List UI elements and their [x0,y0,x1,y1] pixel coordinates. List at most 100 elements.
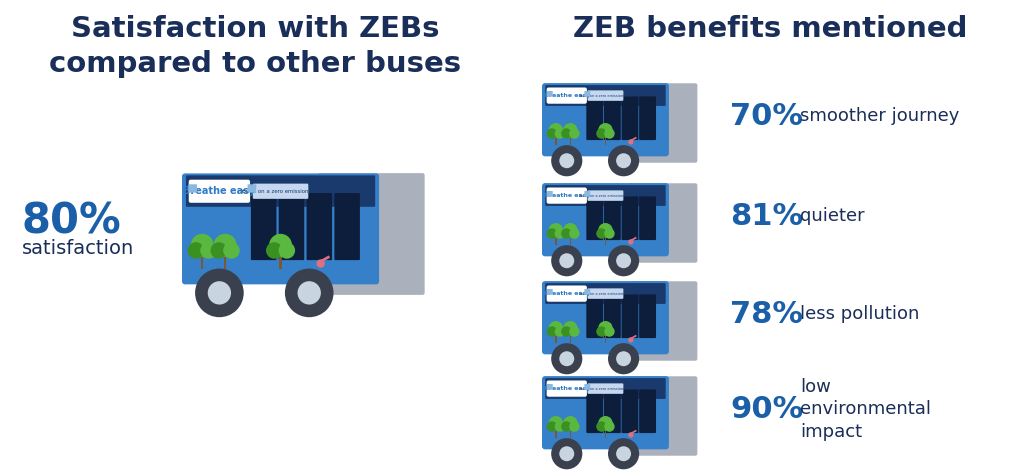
Circle shape [604,326,614,337]
Bar [201,250,204,269]
Circle shape [604,228,614,239]
FancyBboxPatch shape [542,183,669,256]
FancyBboxPatch shape [585,191,590,197]
Circle shape [628,432,634,438]
Circle shape [555,326,565,337]
Circle shape [563,223,578,237]
Circle shape [628,139,634,145]
FancyBboxPatch shape [629,376,697,456]
Bar [569,426,571,439]
Text: Breathe easy: Breathe easy [544,93,590,98]
Text: You're on a zero emissions b...: You're on a zero emissions b... [579,292,633,296]
FancyBboxPatch shape [604,390,621,433]
Text: satisfaction: satisfaction [22,238,134,258]
Circle shape [616,253,631,268]
Bar [224,250,226,269]
FancyBboxPatch shape [622,294,638,338]
Circle shape [596,128,606,139]
Text: quieter: quieter [800,207,864,226]
Circle shape [555,421,565,432]
Circle shape [596,421,606,432]
FancyBboxPatch shape [588,90,624,101]
Circle shape [298,281,321,305]
Circle shape [559,351,574,366]
Circle shape [563,123,578,138]
Circle shape [569,326,580,337]
Bar [555,133,557,145]
FancyBboxPatch shape [545,378,666,399]
FancyBboxPatch shape [253,184,308,199]
FancyBboxPatch shape [182,173,379,284]
FancyBboxPatch shape [604,97,621,140]
Circle shape [547,421,557,432]
Circle shape [547,128,557,139]
Circle shape [598,123,612,138]
Text: low
environmental
impact: low environmental impact [800,378,931,441]
Circle shape [551,245,583,276]
Text: Breathe easy: Breathe easy [544,386,590,391]
Circle shape [549,123,563,138]
FancyBboxPatch shape [547,91,553,97]
FancyBboxPatch shape [335,193,359,260]
FancyBboxPatch shape [547,88,587,104]
Bar [605,233,606,245]
Text: Breathe easy: Breathe easy [544,291,590,296]
Circle shape [551,343,583,374]
Bar [280,250,282,269]
Circle shape [547,326,557,337]
FancyBboxPatch shape [622,390,638,433]
Circle shape [561,421,571,432]
Text: You're on a zero emissions b...: You're on a zero emissions b... [579,387,633,390]
Circle shape [549,416,563,430]
FancyBboxPatch shape [604,196,621,240]
Circle shape [608,343,639,374]
Text: 78%: 78% [730,300,803,329]
Circle shape [187,242,204,259]
FancyBboxPatch shape [547,191,553,197]
FancyBboxPatch shape [588,288,624,299]
Bar [605,426,606,439]
FancyBboxPatch shape [547,381,587,397]
FancyBboxPatch shape [629,83,697,162]
Circle shape [549,223,563,237]
FancyBboxPatch shape [251,193,276,260]
FancyBboxPatch shape [587,97,603,140]
FancyBboxPatch shape [588,383,624,394]
Circle shape [211,242,227,259]
FancyBboxPatch shape [542,281,669,354]
Circle shape [598,416,612,430]
Circle shape [628,337,634,342]
Circle shape [201,242,217,259]
Circle shape [316,260,325,268]
Circle shape [616,351,631,366]
FancyBboxPatch shape [186,175,375,207]
Bar [605,331,606,343]
FancyBboxPatch shape [547,187,587,204]
Circle shape [555,128,565,139]
Circle shape [555,228,565,239]
Circle shape [208,281,231,305]
Circle shape [561,228,571,239]
Bar [569,331,571,343]
FancyBboxPatch shape [542,376,669,449]
Circle shape [569,128,580,139]
Bar [555,331,557,343]
Circle shape [214,234,237,257]
FancyBboxPatch shape [588,190,624,201]
Circle shape [559,253,574,268]
FancyBboxPatch shape [188,184,197,193]
Text: Breathe easy: Breathe easy [183,186,256,196]
FancyBboxPatch shape [545,85,666,106]
FancyBboxPatch shape [547,289,553,295]
FancyBboxPatch shape [585,289,590,295]
Text: You're on a zero emissions b...: You're on a zero emissions b... [240,189,322,194]
Circle shape [561,326,571,337]
FancyBboxPatch shape [639,196,656,240]
Circle shape [551,145,583,176]
FancyBboxPatch shape [629,281,697,361]
Circle shape [551,438,583,469]
Circle shape [549,321,563,335]
Text: You're on a zero emissions b...: You're on a zero emissions b... [579,194,633,198]
Circle shape [196,268,244,317]
Circle shape [190,234,214,257]
